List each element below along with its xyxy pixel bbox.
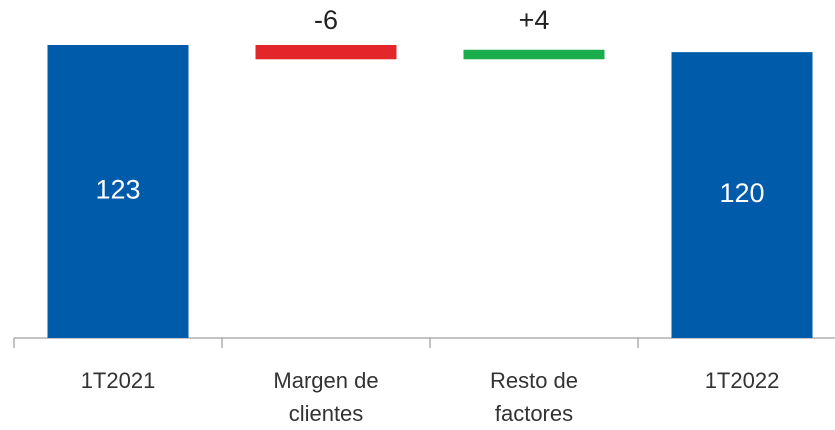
x-tick-label: Margen de clientes — [273, 368, 379, 426]
value-label: -6 — [314, 5, 338, 35]
value-label: 123 — [95, 175, 140, 205]
bar — [463, 49, 605, 60]
x-tick-label: 1T2021 — [80, 368, 156, 393]
x-tick-label: Resto de factores — [489, 368, 579, 426]
bar — [47, 45, 189, 338]
value-label: +4 — [519, 5, 550, 35]
bar — [255, 45, 397, 60]
bar — [671, 52, 813, 339]
x-tick-label: 1T2022 — [704, 368, 780, 393]
value-label: 120 — [719, 178, 764, 208]
